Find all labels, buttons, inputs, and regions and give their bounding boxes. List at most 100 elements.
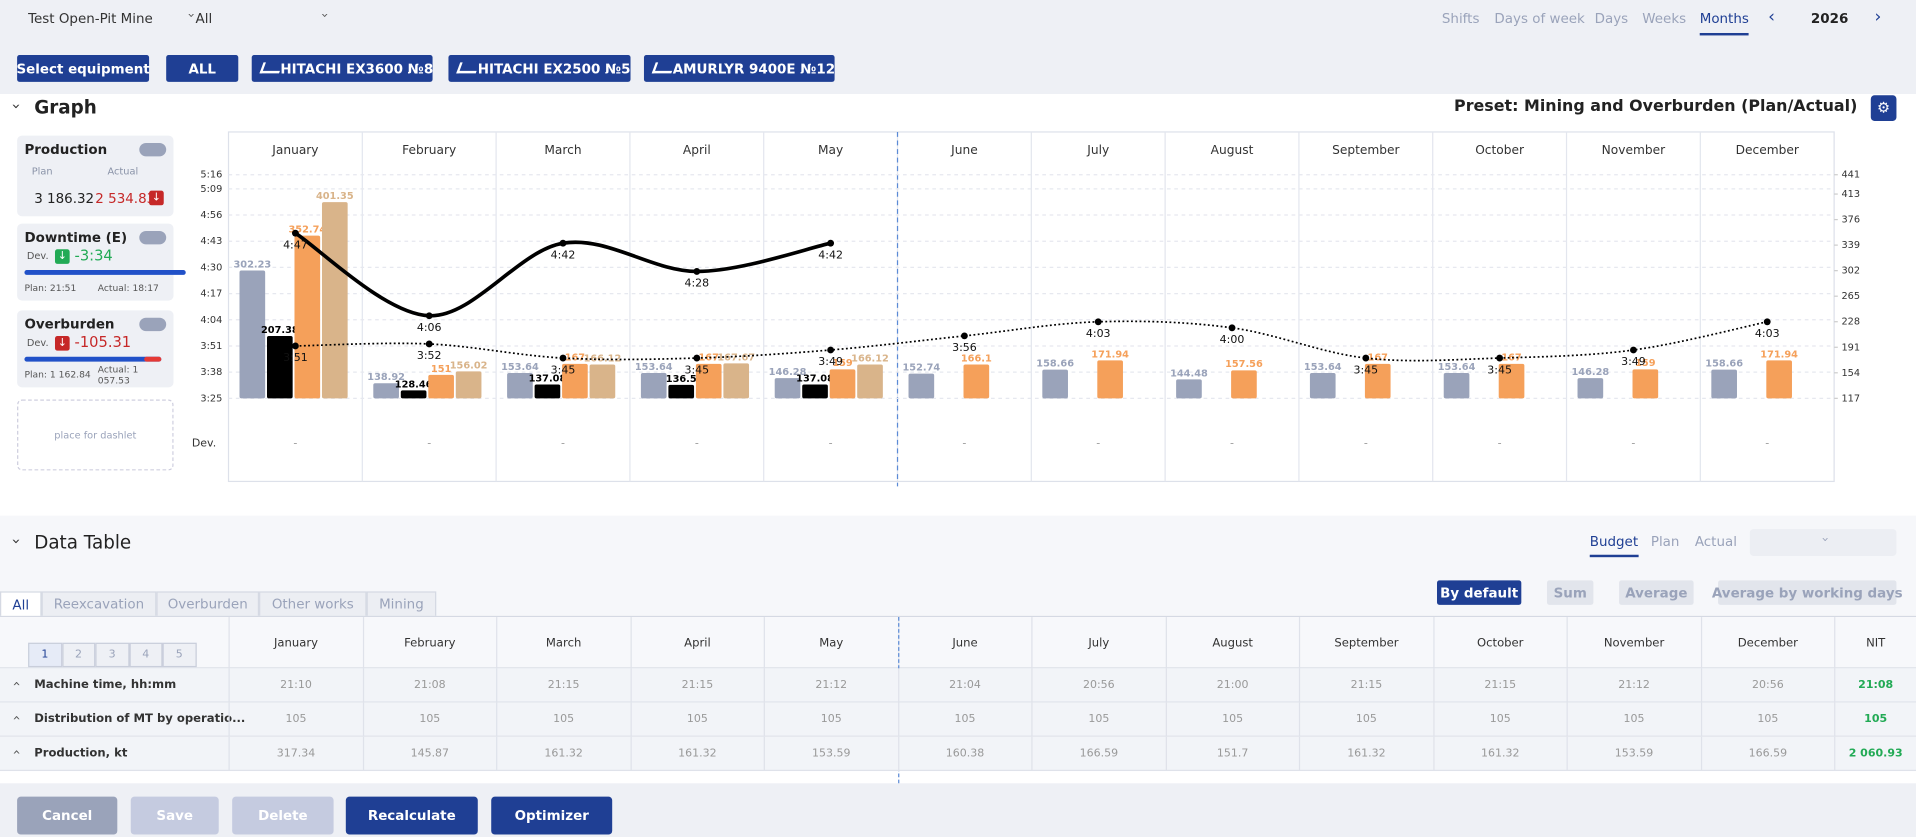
column-header: December (1700, 617, 1834, 669)
line-point (1763, 318, 1771, 326)
column-header: October (1432, 617, 1567, 669)
bar-label: 171.94 (1760, 349, 1798, 360)
dev-value: - (1765, 437, 1769, 450)
mode-select[interactable] (1749, 529, 1897, 556)
period-tab[interactable]: Months (1699, 11, 1749, 36)
bar (562, 363, 588, 399)
month-label: October (1475, 143, 1525, 157)
cell: 105 (1298, 702, 1433, 737)
row-label: Machine time, hh:mm (34, 678, 177, 692)
equipment-chip[interactable]: HITACHI EX3600 №8 (251, 54, 433, 82)
aggregation-button[interactable]: By default (1437, 580, 1522, 605)
table-row (0, 702, 1916, 737)
bar (373, 383, 399, 399)
actual-label: Actual (107, 166, 139, 178)
month-label: November (1602, 143, 1666, 157)
period-tab[interactable]: Shifts (1441, 10, 1480, 27)
actual-text: Actual: 1 057.53 (97, 364, 139, 387)
mode-tab[interactable]: Plan (1650, 533, 1680, 550)
bar (507, 373, 533, 399)
mode-tab[interactable]: Budget (1589, 534, 1639, 558)
bar-label: 159 (832, 358, 853, 369)
bar-label: 153.64 (1438, 362, 1476, 373)
footer-button[interactable]: Delete (232, 796, 334, 835)
page-button[interactable]: 1 (28, 642, 62, 668)
settings-button[interactable]: ⚙ (1870, 95, 1897, 121)
mine-select[interactable]: Test Open-Pit Mine (28, 10, 153, 27)
dev-icon: ↓ (54, 336, 70, 351)
bar-label: 157.56 (1225, 359, 1263, 370)
page-button[interactable]: 2 (61, 642, 96, 668)
prev-year[interactable]: ‹ (1768, 7, 1776, 27)
period-tab[interactable]: Weeks (1642, 10, 1687, 27)
next-year[interactable]: › (1874, 7, 1882, 27)
row-toggle[interactable]: › (8, 749, 25, 755)
table-tab[interactable]: Other works (259, 591, 367, 618)
y2-tick-label: 154 (1841, 368, 1860, 379)
footer-button[interactable]: Recalculate (345, 796, 478, 835)
header-row (0, 617, 1916, 669)
cell: 105 (362, 702, 496, 737)
dev-value: - (695, 437, 699, 450)
filter-select[interactable]: All (195, 10, 213, 27)
collapse[interactable]: › (7, 538, 25, 545)
row-toggle[interactable]: › (8, 715, 25, 721)
cell: 166.59 (1700, 736, 1834, 772)
footer-button[interactable]: Cancel (17, 796, 118, 835)
cell: 105 (629, 702, 764, 737)
all-equipment[interactable]: ALL (166, 54, 239, 82)
equipment-chip[interactable]: HITACHI EX2500 №5 (448, 54, 631, 82)
cell: 105 (1700, 702, 1834, 737)
cell: 317.34 (228, 736, 363, 772)
footer-button[interactable]: Optimizer (491, 796, 613, 835)
period-tab[interactable]: Days of week (1494, 10, 1585, 27)
table-tab[interactable]: Reexcavation (41, 591, 157, 618)
equipment-chip[interactable]: AMURLYR 9400E №12 (643, 54, 835, 82)
bar (321, 202, 348, 399)
bar (908, 373, 935, 399)
line-point (1496, 354, 1504, 362)
line-label: 3:45 (1353, 363, 1378, 376)
table-tab[interactable]: All (0, 591, 42, 618)
footer-button[interactable]: Save (130, 796, 219, 835)
table-row (0, 668, 1916, 703)
y-tick-label: 5:09 (200, 184, 222, 195)
table-tab[interactable]: Mining (366, 591, 437, 618)
bar (1364, 363, 1391, 399)
cell: 151.7 (1165, 736, 1299, 772)
bar (802, 384, 828, 399)
progress (24, 356, 162, 362)
toggle[interactable] (139, 317, 167, 332)
month-label: March (544, 143, 581, 157)
row-toggle[interactable]: › (8, 680, 25, 687)
row-label: Distribution of MT by operatio... (34, 712, 246, 726)
cell: 105 (897, 702, 1032, 737)
page-button[interactable]: 4 (128, 642, 163, 668)
aggregation-button[interactable]: Average (1619, 580, 1694, 605)
bar-label: 146.28 (769, 367, 807, 378)
bar (1577, 378, 1604, 399)
y2-tick-label: 191 (1841, 342, 1860, 353)
page-button[interactable]: 3 (95, 642, 129, 668)
aggregation-button[interactable]: Sum (1546, 580, 1594, 605)
table-tab[interactable]: Overburden (156, 591, 260, 618)
bar (266, 335, 293, 399)
dev-value: - (962, 437, 966, 450)
line-label: 4:00 (1220, 333, 1245, 346)
toggle[interactable] (139, 142, 167, 157)
y2-tick-label: 376 (1841, 215, 1860, 226)
aggregation-button[interactable]: Average by working days (1712, 580, 1903, 605)
bar-label: 144.48 (1170, 368, 1208, 379)
toggle[interactable] (139, 230, 167, 245)
progress-over (144, 356, 162, 362)
bar (400, 390, 427, 399)
cell: 20:56 (1031, 668, 1165, 703)
widget-downtime: Downtime (E) Dev. ↓ -3:34 Plan: 21:51 Actual:… (17, 223, 186, 301)
period-tab[interactable]: Days (1594, 10, 1629, 27)
page-button[interactable]: 5 (162, 642, 197, 668)
select-equipment[interactable]: Select equipment (16, 54, 150, 82)
y2-tick-label: 117 (1841, 393, 1860, 404)
mode-tab[interactable]: Actual (1694, 533, 1737, 550)
bar-label: 159 (1635, 358, 1656, 369)
line-point (693, 354, 701, 362)
